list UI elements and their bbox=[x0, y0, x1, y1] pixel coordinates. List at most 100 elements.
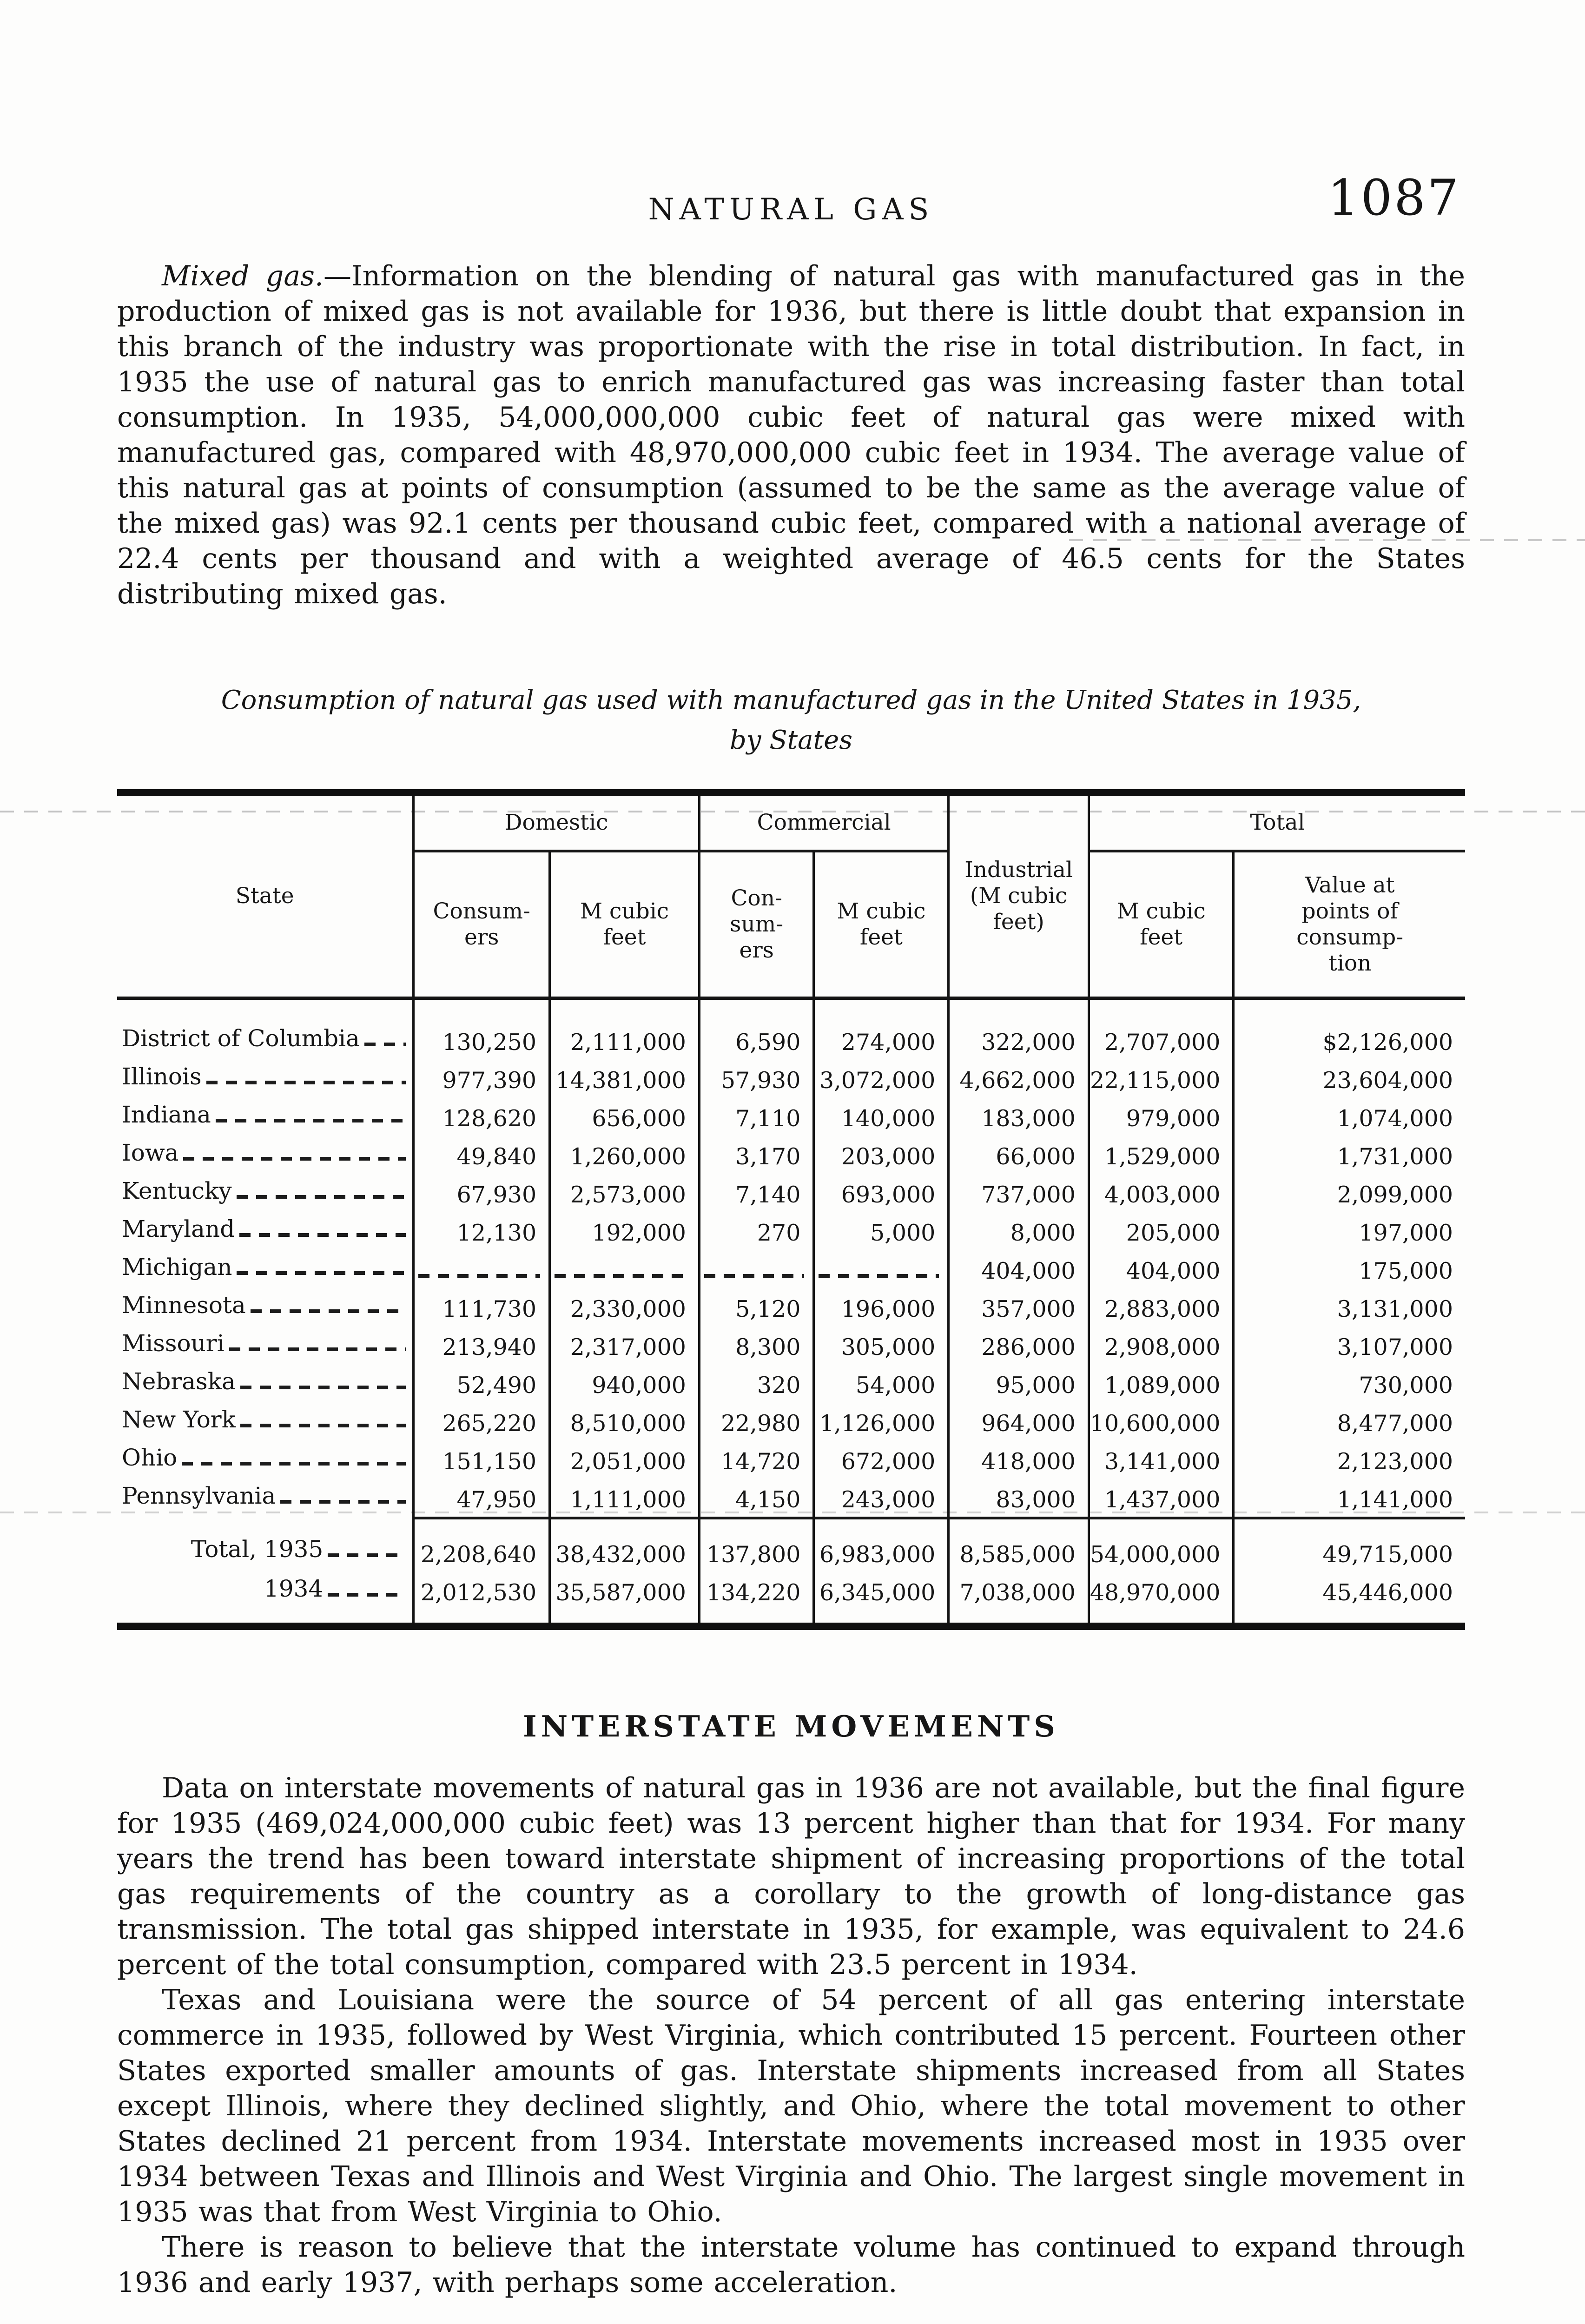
cell-total-value: 49,715,000 bbox=[1232, 1517, 1465, 1571]
cell-industrial-mcf: 66,000 bbox=[947, 1136, 1089, 1174]
cell-commercial-consumers: 270 bbox=[698, 1212, 814, 1250]
state-cell: Maryland bbox=[117, 1212, 412, 1246]
cell-industrial-mcf: 95,000 bbox=[947, 1364, 1089, 1402]
dotted-leader bbox=[280, 1500, 406, 1504]
cell-industrial-mcf: 418,000 bbox=[947, 1440, 1089, 1479]
dotted-leader bbox=[229, 1347, 406, 1351]
state-name: Minnesota bbox=[122, 1292, 246, 1319]
cell-commercial-mcf: 3,072,000 bbox=[812, 1059, 949, 1097]
cell-commercial-mcf: 672,000 bbox=[812, 1440, 949, 1479]
state-name: 1934 bbox=[264, 1575, 324, 1602]
cell-domestic-consumers: 12,130 bbox=[412, 1212, 550, 1250]
cell-total-value: 1,141,000 bbox=[1232, 1479, 1465, 1518]
cell-total-value: 45,446,000 bbox=[1232, 1571, 1465, 1626]
cell-domestic-mcf: 2,317,000 bbox=[548, 1326, 700, 1364]
cell-commercial-consumers: 4,150 bbox=[698, 1479, 814, 1518]
state-cell: Total, 1935 bbox=[117, 1518, 412, 1566]
cell-commercial-consumers bbox=[698, 1250, 814, 1288]
state-name: Nebraska bbox=[122, 1368, 236, 1395]
state-cell: Michigan bbox=[117, 1250, 412, 1284]
cell-domestic-consumers: 128,620 bbox=[412, 1097, 550, 1136]
state-name: Pennsylvania bbox=[122, 1482, 276, 1509]
cell-commercial-consumers: 137,800 bbox=[698, 1517, 814, 1571]
state-cell: Indiana bbox=[117, 1097, 412, 1132]
cell-commercial-consumers: 57,930 bbox=[698, 1059, 814, 1097]
cell-total-mcf: 979,000 bbox=[1087, 1097, 1234, 1136]
state-cell: New York bbox=[117, 1402, 412, 1437]
header-industrial: Industrial (M cubic feet) bbox=[947, 792, 1089, 1000]
consumption-table: State Domestic Commercial Industrial (M … bbox=[117, 789, 1465, 1630]
table-caption-line1: Consumption of natural gas used with man… bbox=[221, 685, 1361, 715]
state-cell: Minnesota bbox=[117, 1288, 412, 1322]
cell-domestic-mcf: 8,510,000 bbox=[548, 1402, 700, 1440]
dotted-leader bbox=[250, 1309, 406, 1313]
dotted-leader bbox=[364, 1043, 406, 1046]
cell-industrial-mcf: 404,000 bbox=[947, 1250, 1089, 1288]
cell-industrial-mcf: 4,662,000 bbox=[947, 1059, 1089, 1097]
cell-commercial-consumers: 7,110 bbox=[698, 1097, 814, 1136]
cell-industrial-mcf: 737,000 bbox=[947, 1174, 1089, 1212]
cell-commercial-mcf: 5,000 bbox=[812, 1212, 949, 1250]
cell-domestic-mcf: 940,000 bbox=[548, 1364, 700, 1402]
dotted-leader bbox=[183, 1157, 406, 1161]
cell-domestic-mcf: 1,111,000 bbox=[548, 1479, 700, 1518]
header-total-mcf: M cubic feet bbox=[1087, 851, 1234, 1000]
running-head-title: NATURAL GAS bbox=[648, 192, 934, 227]
cell-commercial-mcf: 54,000 bbox=[812, 1364, 949, 1402]
cell-total-value: 1,074,000 bbox=[1232, 1097, 1465, 1136]
cell-total-value: 23,604,000 bbox=[1232, 1059, 1465, 1097]
header-domestic-consumers: Consum- ers bbox=[412, 851, 550, 1000]
cell-domestic-consumers: 52,490 bbox=[412, 1364, 550, 1402]
state-name: Missouri bbox=[122, 1330, 225, 1357]
cell-industrial-mcf: 286,000 bbox=[947, 1326, 1089, 1364]
page-number: 1087 bbox=[1327, 169, 1460, 226]
cell-domestic-consumers: 213,940 bbox=[412, 1326, 550, 1364]
cell-industrial-mcf: 8,585,000 bbox=[947, 1517, 1089, 1571]
cell-total-mcf: 1,529,000 bbox=[1087, 1136, 1234, 1174]
state-cell: Iowa bbox=[117, 1136, 412, 1170]
cell-commercial-consumers: 134,220 bbox=[698, 1571, 814, 1626]
header-domestic-mcf: M cubic feet bbox=[548, 851, 700, 1000]
dotted-leader bbox=[236, 1195, 406, 1199]
table-row: Nebraska 52,490 940,000 320 54,000 95,00… bbox=[117, 1364, 1465, 1402]
cell-domestic-consumers: 47,950 bbox=[412, 1479, 550, 1518]
page-content: NATURAL GAS 1087 Mixed gas.—Information … bbox=[117, 169, 1465, 2300]
cell-commercial-mcf bbox=[812, 1250, 949, 1288]
header-state: State bbox=[117, 792, 414, 1000]
table-body: District of Columbia 130,250 2,111,000 6… bbox=[117, 998, 1465, 1626]
table-caption: Consumption of natural gas used with man… bbox=[117, 680, 1465, 760]
dotted-leader bbox=[215, 1119, 406, 1122]
state-name: Maryland bbox=[122, 1215, 235, 1242]
section-heading-interstate-movements: INTERSTATE MOVEMENTS bbox=[523, 1709, 1059, 1743]
cell-domestic-mcf: 656,000 bbox=[548, 1097, 700, 1136]
cell-total-mcf: 54,000,000 bbox=[1087, 1517, 1234, 1571]
cell-commercial-mcf: 140,000 bbox=[812, 1097, 949, 1136]
state-name: Michigan bbox=[122, 1254, 232, 1281]
cell-domestic-consumers: 2,012,530 bbox=[412, 1571, 550, 1626]
paragraph-interstate-2: Texas and Louisiana were the source of 5… bbox=[117, 1984, 1465, 2228]
cell-total-mcf: 3,141,000 bbox=[1087, 1440, 1234, 1479]
cell-domestic-mcf: 38,432,000 bbox=[548, 1517, 700, 1571]
cell-commercial-consumers: 8,300 bbox=[698, 1326, 814, 1364]
cell-domestic-mcf bbox=[548, 1250, 700, 1288]
cell-industrial-mcf: 964,000 bbox=[947, 1402, 1089, 1440]
cell-domestic-mcf: 2,111,000 bbox=[548, 998, 700, 1059]
state-cell: Illinois bbox=[117, 1059, 412, 1094]
cell-commercial-consumers: 14,720 bbox=[698, 1440, 814, 1479]
cell-industrial-mcf: 83,000 bbox=[947, 1479, 1089, 1518]
cell-total-mcf: 2,707,000 bbox=[1087, 998, 1234, 1059]
header-commercial-consumers: Con- sum- ers bbox=[698, 851, 814, 1000]
cell-domestic-consumers: 67,930 bbox=[412, 1174, 550, 1212]
cell-industrial-mcf: 7,038,000 bbox=[947, 1571, 1089, 1626]
cell-total-value: 2,123,000 bbox=[1232, 1440, 1465, 1479]
cell-domestic-consumers: 265,220 bbox=[412, 1402, 550, 1440]
header-group-total: Total bbox=[1087, 792, 1465, 852]
table-row: Illinois 977,390 14,381,000 57,930 3,072… bbox=[117, 1059, 1465, 1097]
state-cell: 1934 bbox=[117, 1571, 412, 1619]
cell-commercial-mcf: 693,000 bbox=[812, 1174, 949, 1212]
state-name: District of Columbia bbox=[122, 1025, 360, 1052]
cell-total-value: $2,126,000 bbox=[1232, 998, 1465, 1059]
cell-domestic-consumers: 2,208,640 bbox=[412, 1517, 550, 1571]
dotted-leader bbox=[240, 1386, 406, 1389]
